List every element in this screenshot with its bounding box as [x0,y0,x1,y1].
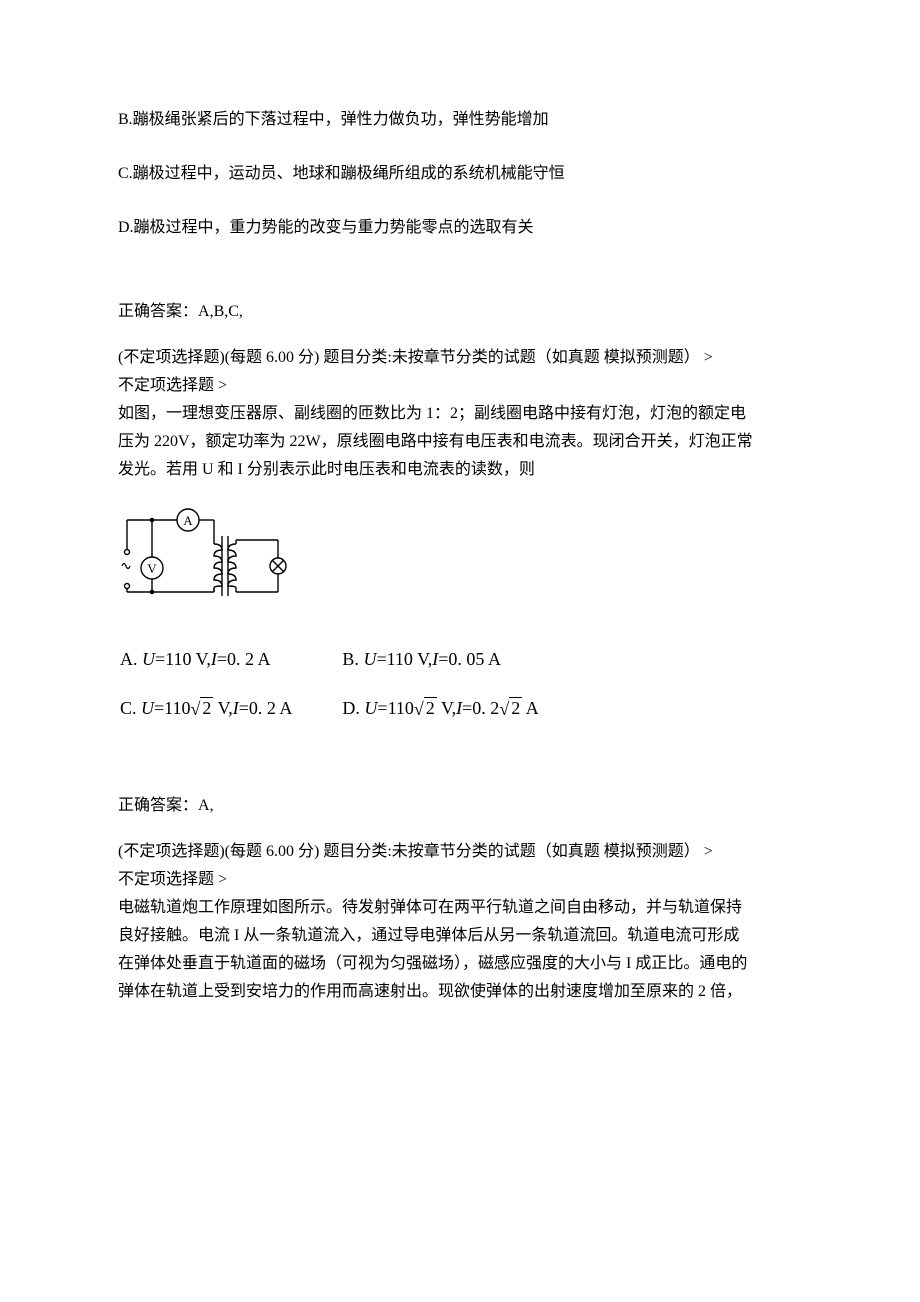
q3-stem-line4: 弹体在轨道上受到安培力的作用而高速射出。现欲使弹体的出射速度增加至原来的 2 倍… [118,980,802,1004]
q2-stem-line2: 压为 220V，额定功率为 22W，原线圈电路中接有电压表和电流表。现闭合开关，… [118,430,802,454]
q2-answer: 正确答案：A, [118,794,802,818]
answer-value: A, [198,797,214,814]
q2-options: A. U=110 V,I=0. 2 A B. U=110 V,I=0. 05 A… [118,634,589,734]
q2-option-d: D. U=110√2 V,I=0. 2√2 A [342,685,586,732]
q2-option-a: A. U=110 V,I=0. 2 A [120,636,340,683]
q1-answer: 正确答案：A,B,C, [118,300,802,324]
q1-option-b: B.蹦极绳张紧后的下落过程中，弹性力做负功，弹性势能增加 [118,108,802,132]
q1-option-d: D.蹦极过程中，重力势能的改变与重力势能零点的选取有关 [118,216,802,240]
q3-stem-line2: 良好接触。电流 I 从一条轨道流入，通过导电弹体后从另一条轨道流回。轨道电流可形… [118,924,802,948]
answer-value: A,B,C, [198,303,243,320]
answer-label: 正确答案： [118,797,198,814]
q2-stem-line3: 发光。若用 U 和 I 分别表示此时电压表和电流表的读数，则 [118,458,802,482]
q3-header-line2: 不定项选择题 > [118,868,802,892]
q2-header-line2: 不定项选择题 > [118,374,802,398]
ammeter-label: A [183,513,193,528]
answer-label: 正确答案： [118,303,198,320]
q2-option-c: C. U=110√2 V,I=0. 2 A [120,685,340,732]
q3-stem-line3: 在弹体处垂直于轨道面的磁场（可视为匀强磁场），磁感应强度的大小与 I 成正比。通… [118,952,802,976]
q2-stem-line1: 如图，一理想变压器原、副线圈的匝数比为 1：2；副线圈电路中接有灯泡，灯泡的额定… [118,402,802,426]
q3-stem-line1: 电磁轨道炮工作原理如图所示。待发射弹体可在两平行轨道之间自由移动，并与轨道保持 [118,896,802,920]
voltmeter-label: V [147,561,157,576]
q2-circuit-diagram: A V [118,500,802,610]
q1-option-c: C.蹦极过程中，运动员、地球和蹦极绳所组成的系统机械能守恒 [118,162,802,186]
q3-header-line1: (不定项选择题)(每题 6.00 分) 题目分类:未按章节分类的试题（如真题 模… [118,840,802,864]
q2-option-b: B. U=110 V,I=0. 05 A [342,636,586,683]
q2-header-line1: (不定项选择题)(每题 6.00 分) 题目分类:未按章节分类的试题（如真题 模… [118,346,802,370]
